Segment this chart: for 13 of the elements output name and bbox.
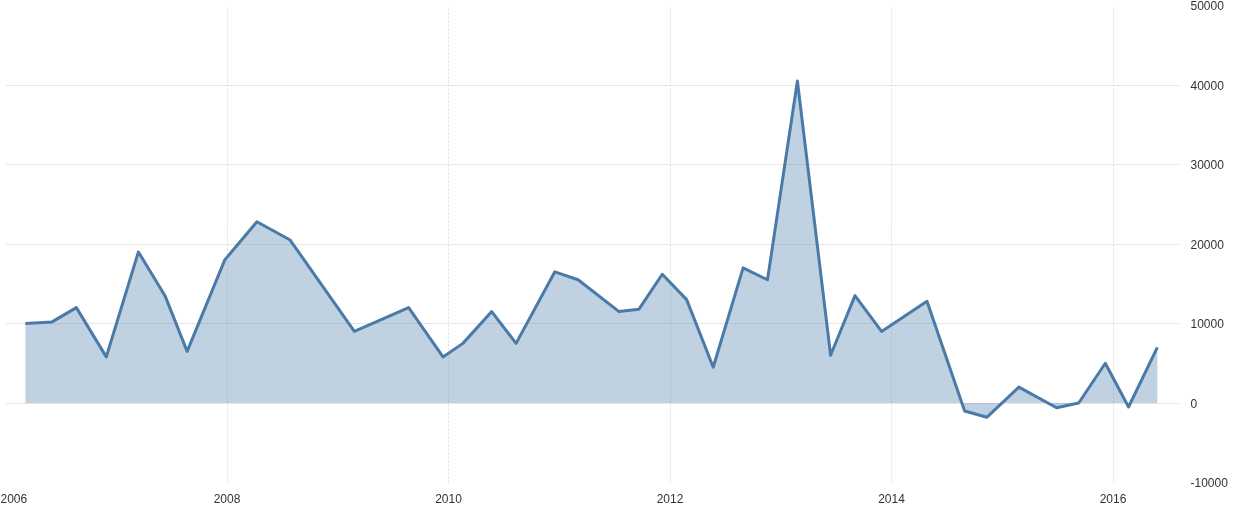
x-tick-label: 2006	[0, 491, 28, 506]
y-tick-label: 10000	[1190, 317, 1225, 331]
y-tick-label: 0	[1190, 396, 1198, 411]
y-tick-label: -10000	[1190, 476, 1229, 490]
y-tick-label: 30000	[1190, 158, 1225, 172]
x-tick-label: 2012	[656, 491, 684, 506]
x-tick-label: 2016	[1099, 491, 1127, 506]
x-tick-label: 2010	[435, 491, 463, 506]
y-tick-label: 40000	[1190, 78, 1225, 93]
y-tick-label: 20000	[1190, 237, 1225, 252]
x-tick-label: 2008	[213, 491, 241, 506]
y-tick-label: 50000	[1190, 0, 1225, 13]
x-tick-label: 2014	[878, 491, 906, 506]
